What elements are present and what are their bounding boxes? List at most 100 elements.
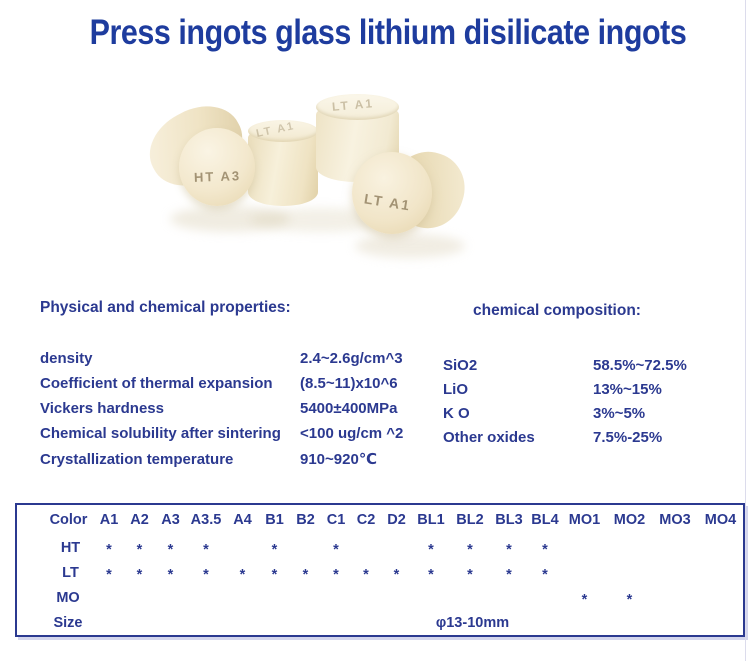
row-label: MO: [56, 589, 80, 606]
row-label: LT: [62, 564, 79, 581]
ingot-engraving: LT A1: [331, 96, 375, 114]
property-label: Coefficient of thermal expansion: [40, 375, 273, 392]
shade-mark-cell: [652, 537, 698, 562]
shade-mark-cell: *: [203, 566, 209, 583]
shade-mark-cell: [381, 587, 412, 612]
shade-mark-cell: *: [167, 541, 174, 558]
shade-mark-cell: [698, 587, 744, 612]
composition-row: Other oxides 7.5%-25%: [443, 429, 733, 453]
shade-mark-cell: *: [333, 566, 339, 583]
shade-mark-cell: *: [271, 566, 278, 583]
shade-mark-cell: *: [167, 566, 174, 583]
shade-mark-cell: [351, 537, 381, 562]
shade-mark-cell: [321, 587, 351, 612]
property-label: Crystallization temperature: [40, 451, 234, 468]
physical-properties-heading: Physical and chemical properties:: [40, 299, 291, 316]
property-value: 2.4~2.6g/cm^3: [300, 350, 403, 367]
property-label: Vickers hardness: [40, 400, 164, 417]
composition-row: K O 3%~5%: [443, 405, 733, 429]
shade-mark-cell: [226, 537, 259, 562]
shade-mark-cell: [412, 587, 450, 612]
shade-availability-table-wrap: Color A1 A2 A3 A3.5 A4 B1 B2 C1 C2 D2 BL1 BL2 BL3 BL4 M…: [15, 503, 745, 637]
shade-mark-cell: *: [136, 566, 143, 583]
column-header: Color: [49, 512, 88, 528]
property-row: density 2.4~2.6g/cm^3: [40, 350, 440, 375]
shade-mark-cell: [226, 587, 259, 612]
ingot-right-face: LT A1: [352, 152, 432, 234]
column-header: A1: [99, 512, 119, 528]
shade-mark-cell: *: [271, 541, 278, 558]
shade-mark-cell: *: [428, 566, 434, 583]
shade-mark-cell: [450, 587, 490, 612]
property-label: density: [40, 350, 93, 367]
column-header: BL4: [531, 512, 559, 528]
table-row: Size φ13-10mm: [16, 610, 744, 636]
table-row: MO * *: [16, 585, 744, 610]
shade-mark-cell: *: [302, 566, 309, 583]
chemical-composition-section: chemical composition: SiO2 58.5%~72.5% Li…: [443, 302, 733, 453]
property-value: (8.5~11)x10^6: [300, 375, 398, 392]
column-header: MO4: [704, 512, 737, 528]
product-photo: LT A1 LT A1 HT A3 LT A1: [130, 76, 630, 271]
shade-mark-cell: *: [393, 566, 400, 583]
column-header: A2: [130, 512, 149, 528]
property-label: Chemical solubility after sintering: [40, 425, 281, 442]
composition-label: LiO: [443, 381, 468, 398]
column-header: A3: [161, 512, 180, 528]
shade-mark-cell: [562, 537, 607, 562]
property-value: <100 ug/cm ^2: [300, 425, 404, 442]
shade-mark-cell: [381, 537, 412, 562]
table-row: Color A1 A2 A3 A3.5 A4 B1 B2 C1 C2 D2 BL1 BL2 BL3 BL4 M…: [16, 504, 744, 535]
page-title: Press ingots glass lithium disilicate in…: [0, 13, 750, 53]
ingot-left-face: HT A3: [179, 128, 255, 206]
shade-mark-cell: *: [626, 591, 633, 608]
property-value: 910~920℃: [300, 451, 377, 468]
table-row: HT * * * * * * * * * *: [16, 535, 744, 560]
property-row: Coefficient of thermal expansion (8.5~11)…: [40, 375, 440, 400]
page-title-text: Press ingots glass lithium disilicate in…: [89, 13, 687, 52]
shade-mark-cell: *: [428, 541, 434, 558]
column-header: D2: [387, 512, 406, 528]
page-edge-line: [745, 0, 746, 661]
physical-properties-rows: density 2.4~2.6g/cm^3 Coefficient of ther…: [40, 350, 440, 475]
shade-mark-cell: [94, 587, 124, 612]
column-header: A4: [233, 512, 252, 528]
row-label: HT: [60, 539, 81, 556]
shade-mark-cell: [652, 562, 698, 587]
shade-mark-cell: [562, 562, 607, 587]
composition-value: 7.5%-25%: [593, 429, 663, 446]
shade-mark-cell: [607, 562, 652, 587]
composition-value: 58.5%~72.5%: [593, 357, 687, 374]
column-header: MO1: [568, 512, 601, 528]
shade-mark-cell: [698, 537, 744, 562]
ingot-engraving: LT A1: [255, 120, 297, 140]
property-value: 5400±400MPa: [300, 400, 398, 417]
shade-mark-cell: *: [333, 541, 339, 558]
composition-row: SiO2 58.5%~72.5%: [443, 357, 733, 381]
shade-mark-cell: [290, 537, 321, 562]
composition-row: LiO 13%~15%: [443, 381, 733, 405]
shade-mark-cell: *: [106, 566, 112, 583]
column-header: B2: [296, 512, 315, 528]
shade-mark-cell: [351, 587, 381, 612]
size-value: φ13-10mm: [435, 614, 510, 631]
shade-mark-cell: *: [506, 541, 512, 558]
ingot-reflection: [355, 234, 465, 258]
column-header: BL2: [456, 512, 484, 528]
shade-mark-cell: *: [203, 541, 209, 558]
shade-mark-cell: *: [581, 591, 588, 608]
column-header: BL3: [495, 512, 523, 528]
row-label: Size: [53, 614, 83, 631]
shade-mark-cell: [698, 562, 744, 587]
shade-mark-cell: *: [136, 541, 143, 558]
column-header: MO2: [613, 512, 646, 528]
shade-mark-cell: *: [467, 566, 473, 583]
ingot-engraving: LT A1: [363, 190, 413, 214]
shade-table: Color A1 A2 A3 A3.5 A4 B1 B2 C1 C2 D2 BL1 BL2 BL3 BL4 M…: [15, 503, 745, 637]
shade-mark-cell: *: [506, 566, 512, 583]
ingot-middle-cylinder: LT A1: [248, 120, 318, 206]
chemical-composition-rows: SiO2 58.5%~72.5% LiO 13%~15% K O 3%~5% Othe…: [443, 357, 733, 453]
column-header: MO3: [659, 512, 691, 528]
composition-value: 3%~5%: [593, 405, 646, 422]
